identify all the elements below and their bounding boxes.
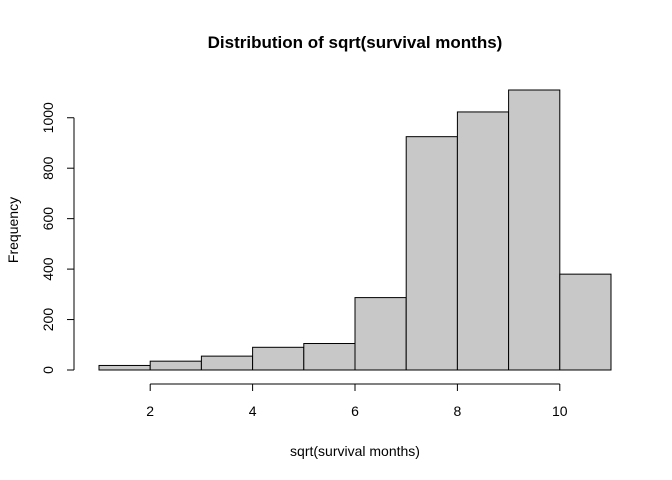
histogram-bar-4 <box>252 346 305 371</box>
y-tick-label: 200 <box>40 308 56 332</box>
histogram-bar-10 <box>559 273 612 371</box>
y-tick-label: 400 <box>40 257 56 281</box>
x-tick-label: 10 <box>552 403 568 419</box>
x-tick-label: 4 <box>249 403 257 419</box>
y-tick-label: 1000 <box>40 102 56 133</box>
chart-title: Distribution of sqrt(survival months) <box>208 33 503 52</box>
x-tick-label: 8 <box>454 403 462 419</box>
y-tick-label: 600 <box>40 207 56 231</box>
histogram-bar-5 <box>303 343 356 371</box>
histogram-bar-9 <box>508 89 561 371</box>
bars-group <box>98 89 612 371</box>
histogram-bar-2 <box>149 360 202 371</box>
histogram-bar-1 <box>98 364 151 371</box>
x-tick-label: 2 <box>146 403 154 419</box>
histogram-bar-7 <box>405 136 458 371</box>
x-axis: 2 4 6 8 10 <box>146 383 568 419</box>
histogram-bar-8 <box>456 111 510 371</box>
x-axis-label: sqrt(survival months) <box>290 443 420 459</box>
histogram-bar-6 <box>354 297 407 371</box>
y-axis-label: Frequency <box>5 197 21 263</box>
x-tick-label: 6 <box>351 403 359 419</box>
y-axis: 0 200 400 600 800 1000 <box>40 102 75 374</box>
y-tick-label: 0 <box>40 366 56 374</box>
histogram-bar-3 <box>200 355 254 371</box>
y-tick-label: 800 <box>40 156 56 180</box>
